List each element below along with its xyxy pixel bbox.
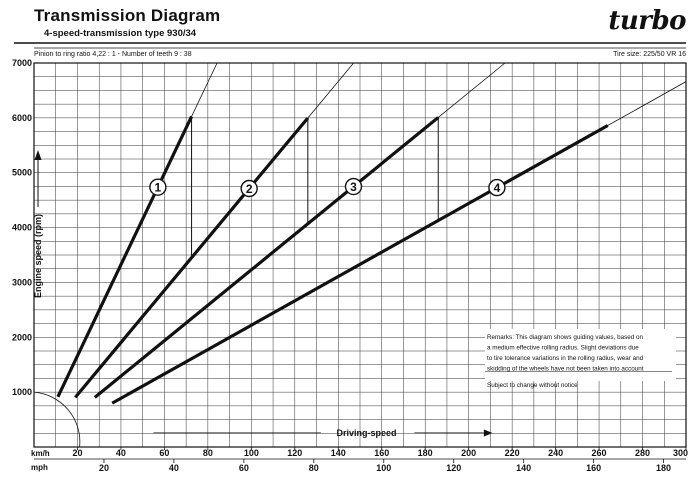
x-unit-mph: mph <box>31 463 48 472</box>
x-tick-label-kmh: 80 <box>203 448 213 458</box>
gear-label-circle-4 <box>488 178 506 197</box>
y-axis-arrow-head <box>34 150 42 160</box>
remarks-line: Remarks: This diagram shows guiding valu… <box>487 334 643 341</box>
x-tick-label-mph: 20 <box>99 463 109 473</box>
remarks-line: Subject to change without notice <box>487 382 578 389</box>
wheel-arc <box>33 391 81 448</box>
gear-label-circle-3 <box>344 177 363 196</box>
x-tick-label-kmh: 40 <box>116 448 126 458</box>
tire-size-text: Tire size: 225/50 VR 16 <box>613 51 686 58</box>
pinion-ratio-text: Pinion to ring ratio 4,22 : 1 - Number o… <box>34 51 192 58</box>
x-tick-label-kmh: 220 <box>505 448 520 458</box>
x-tick-label-kmh: 20 <box>72 448 82 458</box>
gear-line-1-extension <box>57 62 218 398</box>
gear-line-1 <box>56 115 194 398</box>
remarks-line: to tire tolerance variations in the roll… <box>487 355 644 362</box>
gear-label-circle-1 <box>149 178 167 196</box>
x-tick-label-kmh: 160 <box>374 448 389 458</box>
x-tick-label-kmh: 300 <box>673 448 688 458</box>
x-tick-label-kmh: 280 <box>635 448 650 458</box>
gear-line-3-extension <box>94 62 506 398</box>
page-subtitle: 4-speed-transmission type 930/34 <box>44 28 197 39</box>
remarks-line: a medium effective rolling radius. Sligh… <box>487 345 639 352</box>
y-tick-label: 6000 <box>12 113 32 123</box>
gear-line-2 <box>74 116 310 399</box>
x-tick-label-mph: 40 <box>169 463 179 473</box>
x-tick-label-kmh: 100 <box>244 448 259 458</box>
x-tick-label-mph: 120 <box>446 463 461 473</box>
x-tick-label-kmh: 180 <box>418 448 433 458</box>
y-tick-label: 2000 <box>12 332 32 342</box>
y-axis-label: Engine speed (rpm) <box>33 214 43 298</box>
y-tick-label: 5000 <box>12 168 32 178</box>
remarks-line: skidding of the wheels have not been tak… <box>487 366 644 373</box>
gear-line-4 <box>111 124 609 405</box>
x-unit-kmh: km/h <box>31 449 50 458</box>
x-tick-label-kmh: 120 <box>287 448 302 458</box>
gear-line-3 <box>93 116 440 399</box>
remarks-box <box>485 329 676 381</box>
page-title: Transmission Diagram <box>34 6 221 25</box>
gear-label-1: 1 <box>155 181 162 195</box>
x-tick-label-kmh: 240 <box>548 448 563 458</box>
x-tick-label-mph: 80 <box>309 463 319 473</box>
x-tick-label-kmh: 260 <box>592 448 607 458</box>
y-tick-label: 4000 <box>12 223 32 233</box>
x-tick-label-kmh: 60 <box>159 448 169 458</box>
plot-frame <box>33 62 687 448</box>
chart-grid <box>34 63 686 447</box>
x-tick-label-mph: 180 <box>656 463 671 473</box>
x-tick-label-mph: 140 <box>516 463 531 473</box>
gear-label-4: 4 <box>494 181 501 195</box>
gear-line-4-extension <box>112 81 687 404</box>
chart-labels: Engine speed (rpm) Driving-speed 1 2 3 4 Remar… <box>33 150 676 438</box>
x-tick-label-mph: 60 <box>239 463 249 473</box>
x-axis-arrow-head <box>483 429 493 437</box>
y-tick-label: 3000 <box>12 277 32 287</box>
gear-line-2-extension <box>74 62 354 398</box>
y-tick-label: 7000 <box>12 58 32 68</box>
gear-label-circle-2 <box>240 179 258 198</box>
gear-label-2: 2 <box>246 182 253 196</box>
x-tick-label-mph: 100 <box>376 463 391 473</box>
y-tick-label: 1000 <box>12 387 32 397</box>
x-tick-label-mph: 160 <box>586 463 601 473</box>
x-axis-label: Driving-speed <box>337 428 397 438</box>
gear-lines <box>56 62 687 405</box>
gear-label-3: 3 <box>350 180 357 194</box>
x-tick-label-kmh: 140 <box>331 448 346 458</box>
turbo-logo: turbo <box>608 6 686 36</box>
x-tick-label-kmh: 200 <box>461 448 476 458</box>
